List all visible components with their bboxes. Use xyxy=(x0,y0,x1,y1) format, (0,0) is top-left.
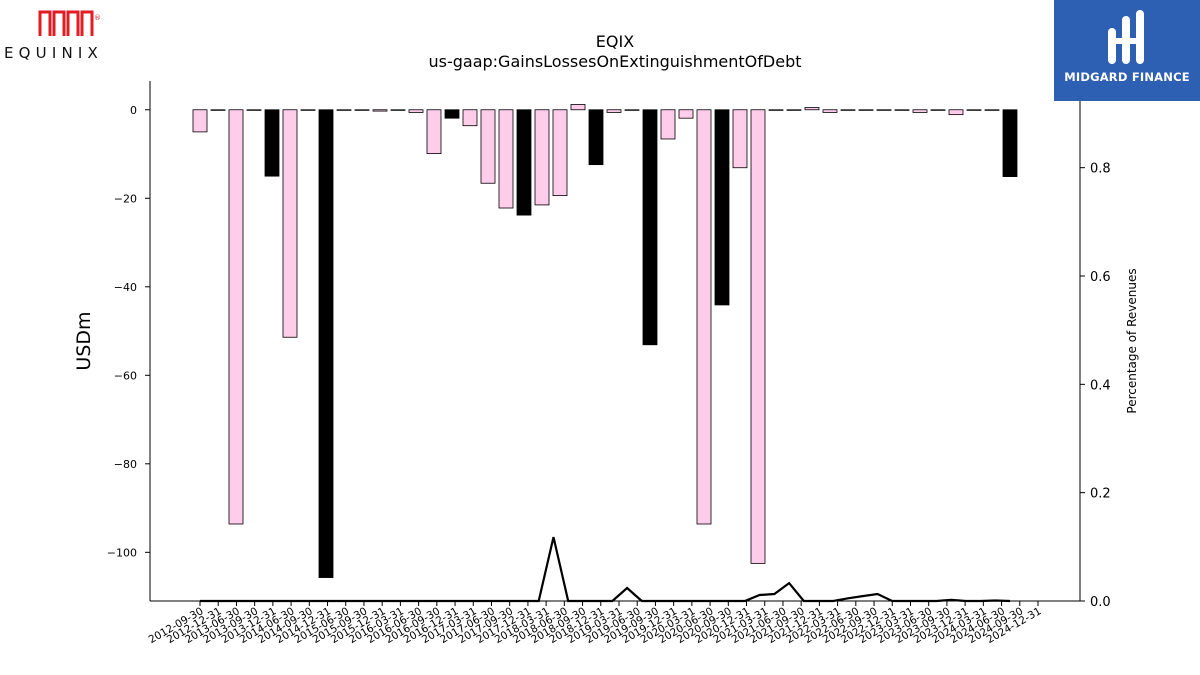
bar xyxy=(768,109,784,111)
bar xyxy=(984,109,1000,111)
bar xyxy=(624,109,640,111)
bar xyxy=(192,109,208,133)
bars-group xyxy=(192,104,1018,578)
bar xyxy=(606,109,622,113)
bar xyxy=(696,109,712,525)
midgard-logo: MIDGARD FINANCE xyxy=(1054,0,1200,101)
chart-title: EQIX xyxy=(595,32,635,51)
bar xyxy=(228,109,244,525)
bar xyxy=(840,109,856,111)
y2-axis-label: Percentage of Revenues xyxy=(1125,268,1139,413)
y-tick-label: −80 xyxy=(114,458,137,471)
bar xyxy=(444,109,460,119)
bar xyxy=(786,109,802,111)
y2-tick-label: 0.2 xyxy=(1090,487,1111,502)
bar xyxy=(876,109,892,111)
bar xyxy=(588,109,604,166)
labels-group: USDm Percentage of Revenues xyxy=(73,268,1139,413)
bar xyxy=(372,109,388,112)
svg-text:®: ® xyxy=(94,14,101,22)
bar xyxy=(426,109,442,154)
y2-tick-label: 0.8 xyxy=(1090,162,1111,177)
y2-tick-label: 0.6 xyxy=(1090,270,1111,285)
bar xyxy=(948,109,964,116)
midgard-logo-icon xyxy=(1108,10,1144,64)
bar xyxy=(678,109,694,119)
y-axis-label: USDm xyxy=(73,311,95,370)
bar xyxy=(462,109,478,127)
bar xyxy=(714,109,730,306)
y-tick-label: −40 xyxy=(114,281,137,294)
bar xyxy=(660,109,676,140)
bar xyxy=(750,109,766,564)
bar xyxy=(300,109,316,111)
bar xyxy=(732,109,748,169)
bar xyxy=(930,109,946,111)
bar xyxy=(912,109,928,113)
bar xyxy=(894,109,910,111)
y-tick-label: 0 xyxy=(130,104,137,117)
ticks-group: 0−20−40−60−80−1000.00.20.40.60.82012-09-… xyxy=(107,104,1111,646)
equinix-logo: ® EQUINIX xyxy=(0,0,130,70)
bar xyxy=(552,109,568,197)
bar xyxy=(480,109,496,184)
bar xyxy=(804,107,820,111)
bar xyxy=(408,109,424,113)
y-tick-label: −20 xyxy=(114,192,137,205)
bar xyxy=(390,109,406,111)
bar xyxy=(318,109,334,578)
bar xyxy=(516,109,532,216)
y-tick-label: −100 xyxy=(107,546,137,559)
bar xyxy=(336,109,352,111)
bar xyxy=(534,109,550,206)
bar xyxy=(264,109,280,177)
bar xyxy=(1002,109,1018,177)
chart-subtitle: us-gaap:GainsLossesOnExtinguishmentOfDeb… xyxy=(428,52,802,71)
bar xyxy=(858,109,874,111)
y2-tick-label: 0.0 xyxy=(1090,595,1111,610)
bar xyxy=(822,109,838,113)
bar xyxy=(642,109,658,346)
midgard-wordmark: MIDGARD FINANCE xyxy=(1064,70,1190,84)
equinix-wordmark: EQUINIX xyxy=(4,44,104,62)
bar xyxy=(246,109,262,111)
y2-tick-label: 0.4 xyxy=(1090,378,1111,393)
bar xyxy=(282,109,298,338)
bar xyxy=(210,109,226,111)
bar xyxy=(966,109,982,111)
bar xyxy=(570,104,586,111)
equinix-logo-icon: ® xyxy=(38,10,101,36)
y-tick-label: −60 xyxy=(114,369,137,382)
bar xyxy=(354,109,370,111)
bar xyxy=(498,109,514,209)
